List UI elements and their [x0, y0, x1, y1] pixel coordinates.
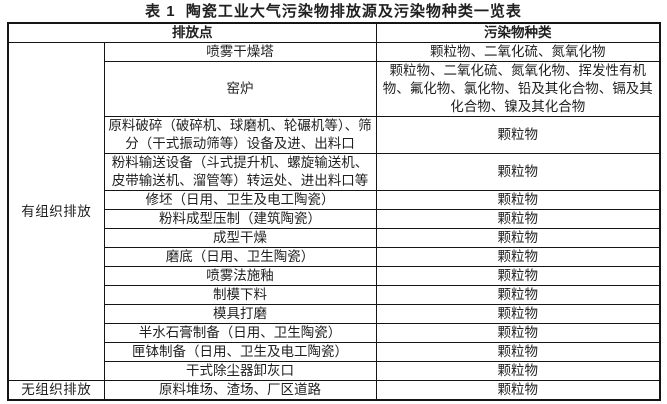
pollutant-type-cell: 颗粒物	[375, 266, 661, 286]
pollutant-type-cell: 颗粒物	[375, 342, 661, 362]
pollutant-type-cell: 颗粒物	[375, 380, 661, 401]
emission-point-cell: 原料破碎（破碎机、球磨机、轮碾机等）、筛分（干式振动筛等）设备及进、出料口	[103, 116, 377, 154]
pollutant-type-cell: 颗粒物	[375, 361, 661, 381]
pollutant-type-cell: 颗粒物	[375, 323, 661, 343]
emission-point-cell: 粉料输送设备（斗式提升机、螺旋输送机、皮带输送机、溜管等）转运处、进出料口等	[103, 153, 377, 191]
table-row: 粉料输送设备（斗式提升机、螺旋输送机、皮带输送机、溜管等）转运处、进出料口等 颗粒…	[8, 153, 661, 191]
emission-point-cell: 原料堆场、渣场、厂区道路	[103, 380, 377, 401]
pollutant-type-cell: 颗粒物	[375, 190, 661, 210]
table-row: 有组织排放 喷雾干燥塔 颗粒物、二氧化硫、氮氧化物	[7, 42, 661, 381]
pollutant-type-cell: 颗粒物	[375, 116, 661, 154]
pollutant-type-cell: 颗粒物	[375, 228, 661, 248]
pollutant-type-cell: 颗粒物、二氧化硫、氮氧化物、挥发性有机物、氟化物、氯化物、铅及其化合物、镉及其化…	[375, 61, 661, 117]
emission-point-cell: 窑炉	[103, 61, 377, 117]
pollutant-type-cell: 颗粒物	[375, 285, 661, 305]
emission-point-cell: 制模下料	[103, 285, 377, 305]
emission-point-cell: 匣钵制备（日用、卫生及电工陶瓷）	[103, 342, 377, 362]
category-cell: 无组织排放	[7, 380, 105, 401]
header-emission-point: 排放点	[7, 22, 377, 43]
header-row: 排放点 污染物种类	[7, 22, 661, 43]
pollutant-type-cell: 颗粒物	[375, 153, 661, 191]
emission-point-cell: 喷雾法施釉	[103, 266, 377, 286]
emission-point-cell: 修坯（日用、卫生及电工陶瓷）	[103, 190, 377, 210]
table-row: 修坯（日用、卫生及电工陶瓷） 颗粒物	[8, 190, 661, 210]
header-pollutant-type: 污染物种类	[375, 22, 661, 43]
table-row: 喷雾法施釉 颗粒物	[8, 266, 661, 286]
emission-point-cell: 成型干燥	[103, 228, 377, 248]
emission-point-cell: 半水石膏制备（日用、卫生陶瓷）	[103, 323, 377, 343]
table-row: 制模下料 颗粒物	[8, 285, 661, 305]
emission-point-cell: 干式除尘器卸灰口	[103, 361, 377, 381]
pollutant-source-table: 排放点 污染物种类 有组织排放 喷雾干燥塔 颗粒物、二氧化硫、氮氧化物 窑炉 颗粒物、二…	[7, 22, 661, 401]
emission-point-cell: 粉料成型压制（建筑陶瓷）	[103, 209, 377, 229]
table-title: 表 1 陶瓷工业大气污染物排放源及污染物种类一览表	[145, 3, 522, 20]
table-row: 原料破碎（破碎机、球磨机、轮碾机等）、筛分（干式振动筛等）设备及进、出料口 颗粒物	[8, 116, 661, 154]
emission-point-cell: 喷雾干燥塔	[103, 42, 377, 62]
emission-point-cell: 磨底（日用、卫生陶瓷）	[103, 247, 377, 267]
table-row: 窑炉 颗粒物、二氧化硫、氮氧化物、挥发性有机物、氟化物、氯化物、铅及其化合物、镉及…	[8, 61, 661, 117]
table-row: 粉料成型压制（建筑陶瓷） 颗粒物	[8, 209, 661, 229]
table-row: 磨底（日用、卫生陶瓷） 颗粒物	[8, 247, 661, 267]
table-row: 模具打磨 颗粒物	[8, 304, 661, 324]
table-row: 成型干燥 颗粒物	[8, 228, 661, 248]
category-cell: 有组织排放	[7, 42, 105, 381]
pollutant-type-cell: 颗粒物	[375, 304, 661, 324]
emission-point-cell: 模具打磨	[103, 304, 377, 324]
table-body: 有组织排放 喷雾干燥塔 颗粒物、二氧化硫、氮氧化物 窑炉 颗粒物、二氧化硫、氮氧化物、挥…	[7, 42, 661, 401]
table-row: 半水石膏制备（日用、卫生陶瓷） 颗粒物	[8, 323, 661, 343]
pollutant-type-cell: 颗粒物	[375, 247, 661, 267]
table-row: 无组织排放 原料堆场、渣场、厂区道路 颗粒物	[7, 380, 661, 401]
pollutant-type-cell: 颗粒物、二氧化硫、氮氧化物	[375, 42, 661, 62]
table-header: 排放点 污染物种类	[7, 22, 661, 43]
pollutant-type-cell: 颗粒物	[375, 209, 661, 229]
table-row: 干式除尘器卸灰口 颗粒物	[8, 361, 661, 381]
table-row: 匣钵制备（日用、卫生及电工陶瓷） 颗粒物	[8, 342, 661, 362]
